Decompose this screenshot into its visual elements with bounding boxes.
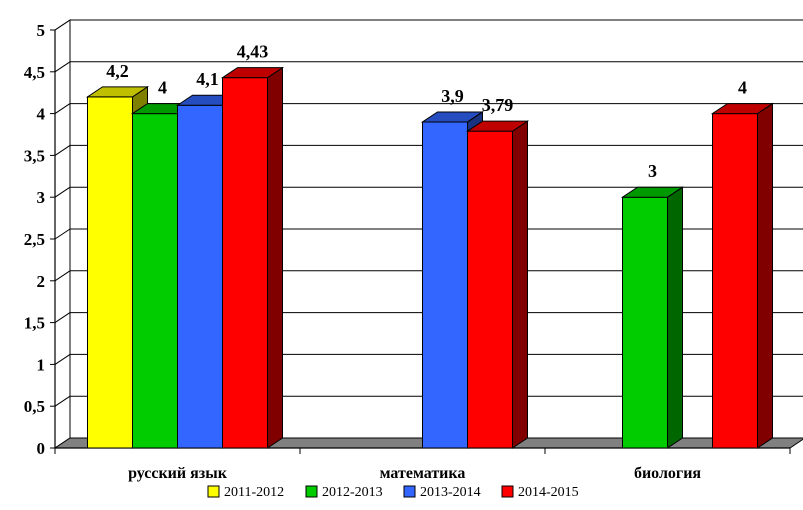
data-label: 4 [158,78,167,98]
gridline-side [54,228,71,240]
y-tick-label: 3 [37,188,46,207]
legend-item: 2014-2015 [501,485,579,500]
y-tick-label: 2,5 [24,230,45,249]
bar [220,66,285,449]
y-tick-label: 1 [37,355,46,374]
data-label: 3,79 [482,95,514,115]
gridline-side [54,353,71,365]
bar-top [465,120,530,132]
bar-side [667,186,683,449]
bar-front [622,196,668,449]
y-tick-label: 5 [37,21,46,40]
gridline-side [54,270,71,282]
legend-swatch [207,485,220,498]
legend-item: 2011-2012 [207,485,284,500]
legend-swatch [305,485,318,498]
bar [465,120,530,449]
y-tick-label: 0 [37,439,46,458]
bar-front [177,104,223,449]
data-label: 4,2 [106,61,129,81]
y-tick-label: 1,5 [24,314,45,333]
data-label: 4 [738,78,747,98]
legend-item: 2012-2013 [305,485,383,500]
data-label: 3,9 [441,86,464,106]
bar-top [85,86,150,98]
legend-item: 2013-2014 [403,485,481,500]
bar-front [132,113,178,449]
y-tick-label: 3,5 [24,146,45,165]
gridline-side [54,61,71,73]
bar-side [757,102,773,449]
data-label: 3 [648,161,657,181]
y-tick-label: 4 [37,105,46,124]
y-tick-label: 0,5 [24,397,45,416]
y-tick-label: 4,5 [24,63,45,82]
bar [710,102,775,449]
gridline-side [54,103,71,115]
x-tick-labels: русский язык математика биология [128,465,701,482]
bar-top [710,103,775,115]
gridline-side [54,19,71,31]
legend-label: 2014-2015 [518,485,579,500]
bar-front [467,130,513,449]
y-tick-label: 2 [37,272,46,291]
bar-top [220,67,285,79]
gridline-side [54,144,71,156]
legend: 2011-2012 2012-2013 2013-2014 2014-2015 [207,485,579,500]
gridline-side [54,312,71,324]
legend-swatch [403,485,416,498]
x-tick-label: математика [380,465,466,482]
legend-label: 2013-2014 [420,485,481,500]
x-tick-label: русский язык [128,465,228,482]
data-labels: 4,2 4 4,1 4,43 3,9 3,79 3 4 [106,42,747,182]
bar-front [712,113,758,449]
data-label: 4,1 [196,69,219,89]
bar-top [420,111,485,123]
legend-label: 2012-2013 [322,485,383,500]
x-tick-label: биология [634,465,701,482]
data-label: 4,43 [237,42,269,62]
legend-label: 2011-2012 [224,485,284,500]
legend-swatch [501,485,514,498]
gridline-side [54,395,71,407]
bars [85,66,775,449]
bar-side [512,120,528,449]
bar-front [87,96,133,449]
bar-side [267,66,283,449]
bar-front [422,121,468,449]
y-tick-labels: 0 0,5 1 1,5 2 2,5 3 3,5 4 4,5 5 [24,21,46,458]
bar-front [222,77,268,449]
gridline-side [54,186,71,198]
bar [620,186,685,449]
bar-top [620,186,685,198]
